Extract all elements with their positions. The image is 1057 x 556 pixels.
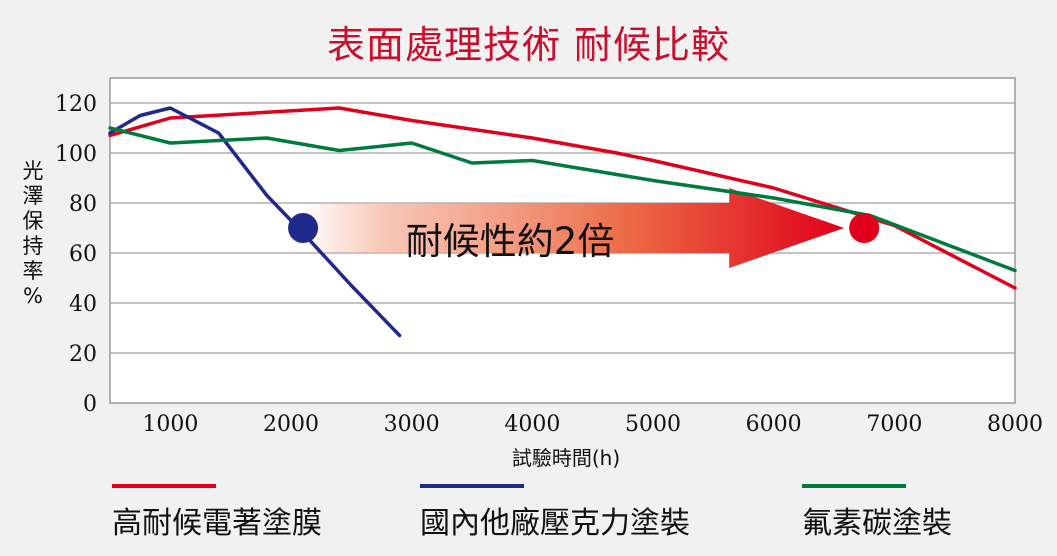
y-tick-label: 20 xyxy=(69,342,97,367)
y-axis-ticks: 0 20 40 60 80 100 120 xyxy=(55,92,97,417)
end-marker xyxy=(849,213,880,243)
x-tick-label: 5000 xyxy=(625,412,681,437)
y-tick-label: 120 xyxy=(55,92,97,117)
y-tick-label: 80 xyxy=(69,192,97,217)
y-tick-label: 100 xyxy=(55,142,97,167)
series-lines xyxy=(108,106,1017,338)
y-axis-label-char: 保 xyxy=(23,209,44,233)
y-tick-label: 0 xyxy=(83,392,97,417)
y-axis-label-char: % xyxy=(23,284,43,308)
x-tick-label: 1000 xyxy=(142,412,198,437)
y-tick-label: 60 xyxy=(69,242,97,267)
x-tick-label: 7000 xyxy=(866,412,922,437)
legend-swatch xyxy=(112,484,216,488)
x-axis-ticks: 1000 2000 3000 4000 5000 6000 7000 8000 xyxy=(142,412,1043,437)
legend-swatch xyxy=(802,484,906,488)
annotation-markers xyxy=(288,213,880,243)
series-line xyxy=(108,126,1017,273)
x-tick-label: 8000 xyxy=(987,412,1043,437)
x-tick-label: 6000 xyxy=(746,412,802,437)
y-axis-label-char: 持 xyxy=(23,234,44,258)
y-tick-label: 40 xyxy=(69,292,97,317)
series-line xyxy=(108,106,402,338)
legend-label: 國內他廠壓克力塗裝 xyxy=(420,506,690,541)
annotation-text: 耐候性約2倍 xyxy=(406,220,615,263)
start-marker xyxy=(288,213,319,243)
legend-label: 高耐候電著塗膜 xyxy=(112,506,322,541)
series-line xyxy=(108,106,1017,290)
comparison-arrow xyxy=(303,188,845,268)
y-axis-label-char: 率 xyxy=(23,259,44,283)
legend-label: 氟素碳塗裝 xyxy=(802,506,952,541)
chart-title: 表面處理技術 耐候比較 xyxy=(326,23,731,67)
arrow-shape xyxy=(303,188,845,268)
y-axis-label-char: 光 xyxy=(23,159,44,183)
y-axis-label-char: 澤 xyxy=(23,184,44,208)
x-tick-label: 3000 xyxy=(384,412,440,437)
x-tick-label: 4000 xyxy=(504,412,560,437)
x-tick-label: 2000 xyxy=(263,412,319,437)
legend-swatch xyxy=(420,484,524,488)
x-axis-label: 試驗時間(h) xyxy=(512,446,620,470)
